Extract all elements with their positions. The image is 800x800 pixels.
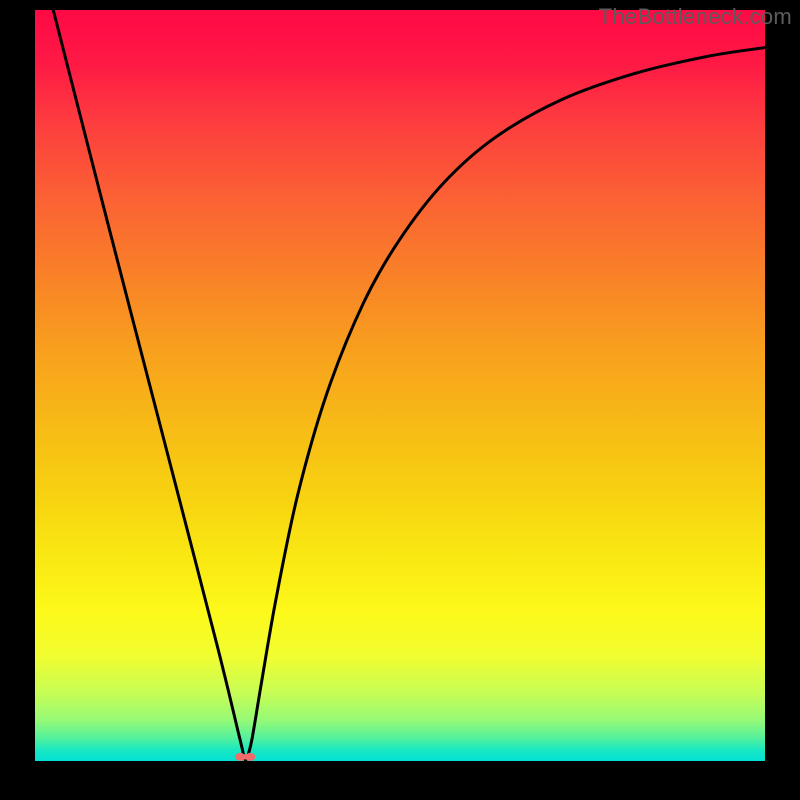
watermark-text: TheBottleneck.com [599,4,792,30]
plot-area [35,10,765,761]
